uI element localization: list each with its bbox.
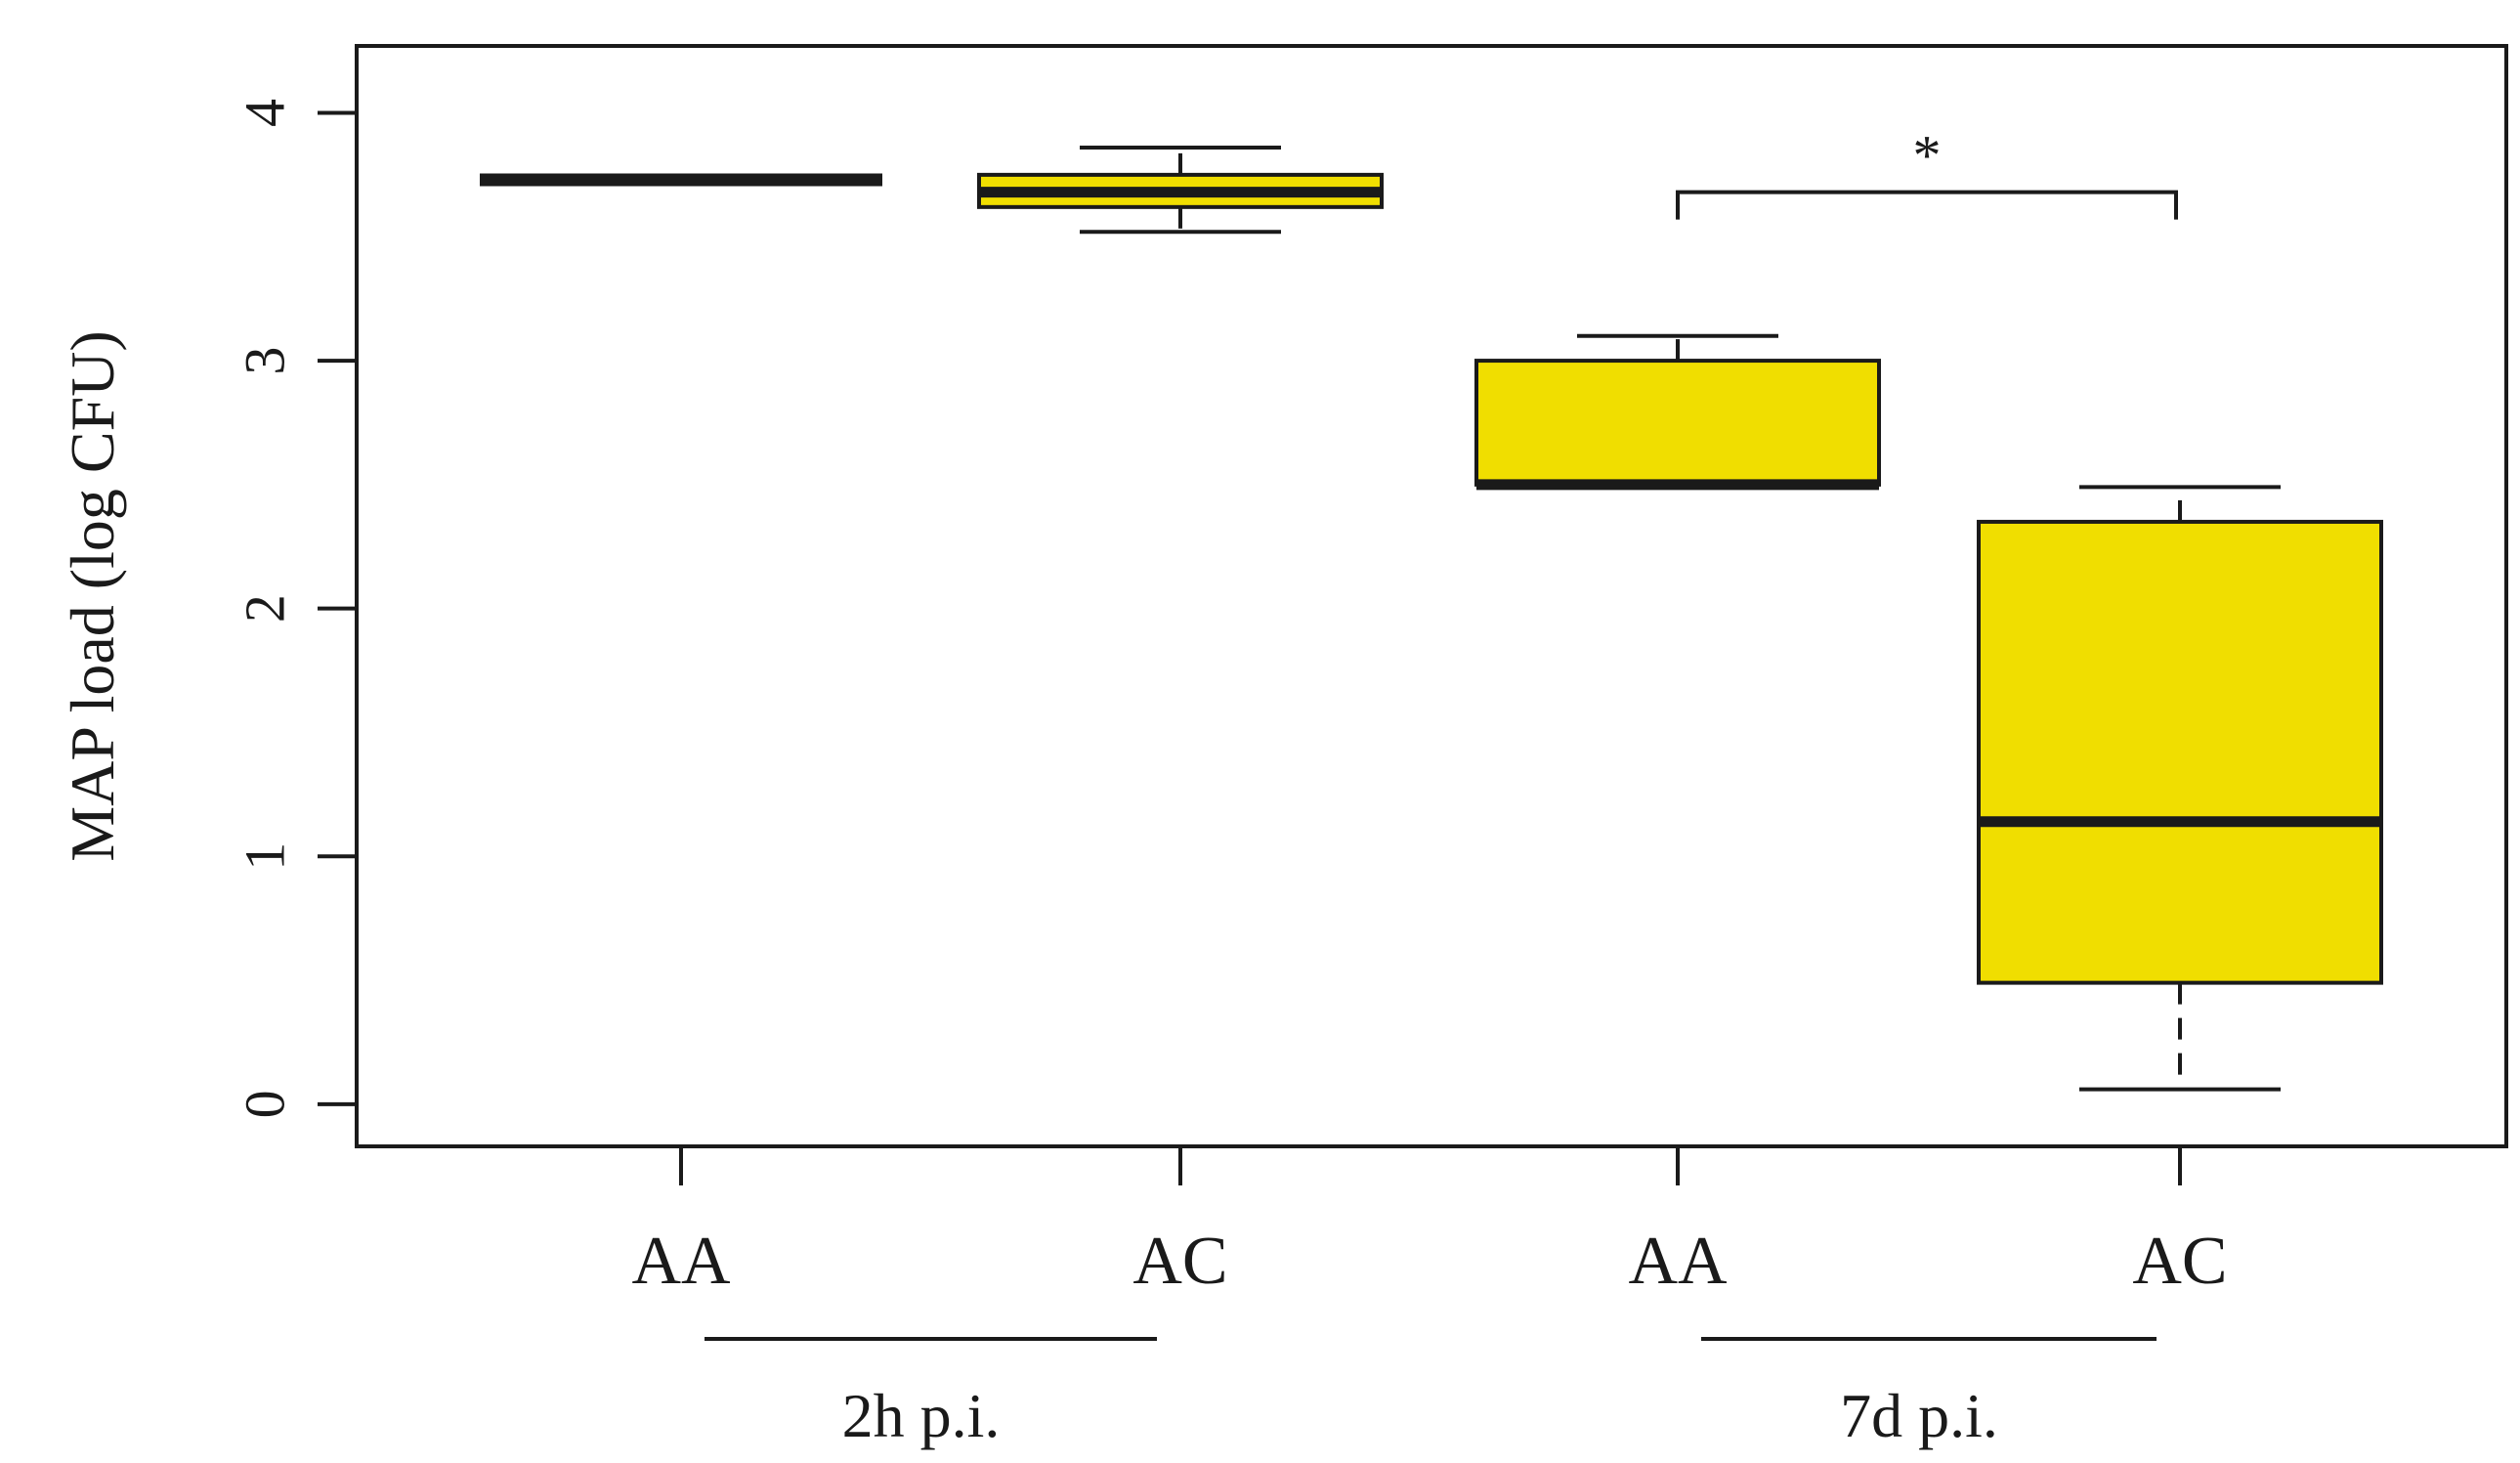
box-body: [1474, 359, 1881, 487]
y-axis-label: MAP load (log CFU): [58, 330, 127, 861]
group-labels: 2h p.i. 7d p.i.: [705, 1337, 2157, 1450]
plot-frame: [355, 44, 2508, 1148]
box-body: [1977, 519, 2383, 985]
y-tick-label-0: 0: [233, 1090, 296, 1118]
significance-bracket-0: [1676, 190, 2178, 220]
box-3: [1977, 485, 2383, 1092]
y-tick-label-2: 2: [233, 594, 296, 623]
group-label-0: 2h p.i.: [842, 1381, 1001, 1450]
x-category-label-3: AC: [2132, 1224, 2227, 1299]
x-category-label-1: AC: [1132, 1224, 1227, 1299]
y-axis: 0 1 2 3 4: [233, 99, 357, 1118]
y-tick-label-3: 3: [233, 347, 296, 375]
y-tick-label-1: 1: [233, 842, 296, 871]
x-category-label-2: AA: [1628, 1224, 1728, 1299]
significance-label-0: *: [1913, 124, 1942, 188]
box-1: [977, 145, 1384, 235]
y-tick-label-4: 4: [233, 99, 296, 127]
group-label-1: 7d p.i.: [1840, 1381, 1998, 1450]
significance-annotations: *: [1676, 124, 2178, 220]
box-series: [480, 145, 2383, 1092]
box-2: [1474, 333, 1881, 491]
x-category-label-0: AA: [631, 1224, 731, 1299]
x-axis: AA AC AA AC: [631, 1146, 2228, 1299]
